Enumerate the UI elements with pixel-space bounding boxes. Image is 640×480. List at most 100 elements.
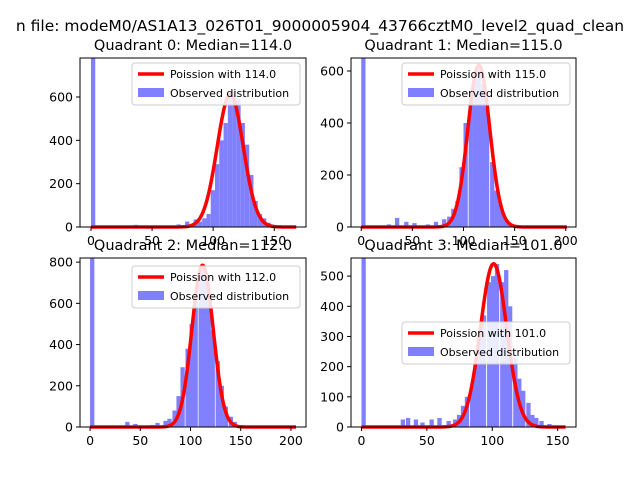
histogram-bar (90, 258, 95, 427)
histogram-bar (404, 221, 409, 227)
y-tick-label: 600 (49, 296, 73, 311)
y-tick-label: 400 (49, 133, 73, 148)
legend-patch-swatch (138, 291, 164, 300)
x-tick-label: 50 (132, 433, 148, 448)
histogram-bar (202, 218, 207, 227)
legend-patch-swatch (408, 347, 434, 356)
axes-frame (79, 57, 307, 228)
y-tick-label: 200 (320, 359, 344, 374)
histogram-bar (210, 190, 215, 227)
legend-label: Poission with 101.0 (440, 327, 546, 340)
histogram-bar (507, 306, 513, 427)
histogram-bar (526, 402, 531, 427)
histogram-bar (198, 266, 203, 427)
legend-label: Poission with 115.0 (440, 68, 546, 81)
legend: Poission with 112.0 Observed distribution (131, 265, 301, 309)
histogram-bar (442, 219, 447, 227)
histogram-bar (464, 396, 470, 427)
histogram-bar (477, 330, 483, 427)
histogram-bar (400, 419, 406, 427)
histogram-bar (215, 361, 220, 427)
y-tick-label: 200 (49, 176, 73, 191)
histogram-bar (232, 90, 237, 227)
histogram-bar (236, 99, 241, 227)
legend: Poission with 114.0 Observed distribution (131, 62, 301, 106)
histogram-bar (172, 410, 177, 427)
histogram-bar (463, 123, 468, 227)
x-tick-label: 50 (404, 233, 420, 248)
histogram-bar (125, 421, 130, 427)
histogram-bar (257, 214, 263, 227)
histogram-bar (219, 140, 224, 227)
histogram-bar (521, 390, 526, 427)
y-tick-label: 400 (320, 299, 344, 314)
x-tick-label: 100 (452, 233, 476, 248)
x-tick-label: 100 (179, 433, 203, 448)
x-tick-label: 0 (357, 433, 365, 448)
histogram-bar (227, 97, 233, 227)
histogram-bar (429, 419, 434, 427)
legend-label: Observed distribution (170, 290, 289, 303)
histogram-bar (249, 175, 254, 227)
histogram-bar (210, 330, 215, 427)
x-tick-label: 0 (357, 233, 365, 248)
y-tick-label: 300 (320, 329, 344, 344)
axes-frame (79, 257, 307, 428)
y-tick-label: 200 (320, 168, 344, 183)
histogram-bar (244, 144, 250, 227)
histogram-bar (476, 68, 482, 228)
histogram-bar (455, 201, 460, 227)
x-tick-label: 0 (86, 433, 94, 448)
x-tick-label: 150 (262, 233, 286, 248)
legend-label: Poission with 114.0 (170, 68, 276, 81)
histogram-bar (202, 270, 207, 427)
x-tick-label: 200 (279, 433, 303, 448)
histogram-bar (494, 190, 499, 227)
histogram-bar (468, 97, 473, 227)
y-tick-label: 0 (65, 220, 73, 235)
histogram-bar (420, 422, 425, 427)
histogram-bar (433, 221, 439, 227)
chart-title: Quadrant 0: Median=114.0 (94, 38, 292, 54)
chart-panel-3: Quadrant 3: Median=101.0 0 50 100 150 0 100 200… (320, 238, 577, 448)
histogram-bar (361, 258, 366, 427)
histogram-bar (185, 348, 190, 427)
histogram-bar (206, 214, 211, 227)
x-tick-label: 150 (503, 233, 527, 248)
histogram-bar (481, 315, 487, 427)
histogram-bar (480, 84, 486, 227)
histogram-bar (163, 420, 168, 427)
histogram-bar (473, 357, 479, 427)
histogram-bar (446, 420, 451, 427)
histogram-bar (185, 221, 190, 227)
legend-label: Observed distribution (170, 87, 289, 100)
chart-panel-2: Quadrant 2: Median=112.0 0 50 100 150 200 0 200… (49, 238, 307, 448)
legend-patch-swatch (138, 88, 164, 97)
histogram-bars (90, 58, 275, 227)
chart-title: Quadrant 3: Median=101.0 (364, 238, 562, 254)
histogram-bar (219, 385, 224, 427)
legend-patch-swatch (408, 88, 434, 97)
y-tick-label: 0 (336, 220, 344, 235)
histogram-bar (189, 323, 194, 427)
y-tick-label: 200 (49, 378, 73, 393)
legend-label: Poission with 112.0 (170, 271, 276, 284)
histogram-bar (405, 417, 411, 427)
x-tick-label: 100 (480, 433, 504, 448)
chart-panel-1: Quadrant 1: Median=115.0 0 50 100 150 200 0 200… (320, 38, 578, 248)
histogram-bar (223, 123, 228, 227)
legend-box (401, 62, 571, 106)
y-tick-label: 400 (49, 337, 73, 352)
y-tick-label: 600 (49, 90, 73, 105)
histogram-bar (470, 384, 475, 427)
legend-box (131, 62, 301, 106)
histogram-bar (197, 221, 203, 227)
legend: Poission with 115.0 Observed distribution (401, 62, 571, 106)
x-tick-label: 200 (554, 233, 578, 248)
histogram-bar (206, 299, 211, 427)
x-tick-label: 150 (546, 433, 570, 448)
chart-title: Quadrant 1: Median=115.0 (364, 38, 562, 54)
histogram-bar (437, 417, 442, 427)
histogram-bar (490, 162, 495, 227)
histogram-bar (361, 58, 366, 227)
